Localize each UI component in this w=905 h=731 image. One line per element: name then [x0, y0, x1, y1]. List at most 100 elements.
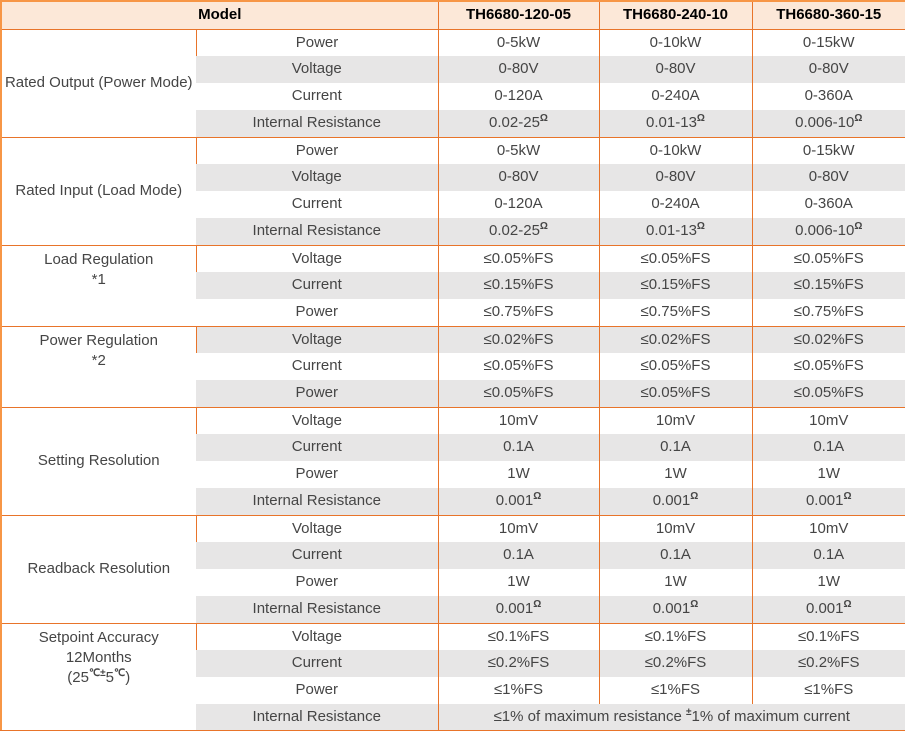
value-cell: 0.02-25Ω: [437, 110, 599, 137]
value-cell: 0.006-10Ω: [751, 110, 905, 137]
value-cell: 10mV: [437, 514, 599, 542]
param-cell: Voltage: [195, 325, 438, 353]
value-cell: ≤0.2%FS: [437, 650, 599, 677]
value-cell: 0-240A: [598, 191, 752, 218]
model-column-header-3: TH6680-360-15: [751, 1, 905, 30]
param-cell: Voltage: [196, 56, 438, 83]
value-cell: ≤0.1%FS: [437, 622, 599, 650]
table-row: Setpoint Accuracy 12Months (25℃±5℃) Volta…: [1, 622, 905, 731]
value-cell: 10mV: [751, 406, 905, 434]
spec-table-body: Rated Output (Power Mode) Power 0-5kW 0-10k…: [1, 28, 905, 731]
group-label-cell: Setpoint Accuracy 12Months (25℃±5℃): [1, 622, 196, 731]
table-row: Rated Input (Load Mode) Power 0-5kW 0-10kW 0…: [1, 136, 905, 245]
value-cell: ≤0.05%FS: [598, 353, 752, 380]
table-row: Current 0.1A 0.1A 0.1A: [1, 542, 905, 569]
value-cell: ≤0.05%FS: [598, 380, 752, 407]
table-row: Current 0.1A 0.1A 0.1A: [1, 434, 905, 461]
value-cell: ≤0.2%FS: [751, 650, 905, 677]
value-cell: 1W: [751, 461, 905, 488]
model-column-header-1: TH6680-120-05: [437, 1, 599, 30]
table-row: Current ≤0.15%FS ≤0.15%FS ≤0.15%FS: [1, 272, 905, 299]
value-cell: ≤0.05%FS: [751, 380, 905, 407]
param-cell: Current: [291, 195, 342, 213]
param-cell: Current: [291, 87, 342, 105]
param-cell: Current: [196, 542, 438, 569]
param-cell: Voltage: [195, 244, 438, 272]
param-cell: Voltage: [196, 164, 438, 191]
param-cell: Power: [295, 681, 339, 699]
value-cell: ≤0.15%FS: [598, 272, 752, 299]
param-cell: Voltage: [195, 406, 438, 434]
table-row: Rated Output (Power Mode) Power 0-5kW 0-10k…: [1, 28, 905, 137]
group-label-cell: Load Regulation *1: [1, 244, 196, 326]
value-cell: ≤0.02%FS: [751, 325, 905, 353]
value-cell: 1W: [437, 569, 599, 596]
value-cell: 0.1A: [437, 542, 599, 569]
value-cell: ≤0.05%FS: [751, 244, 905, 272]
value-cell: 0-15kW: [751, 136, 905, 164]
value-cell: ≤0.1%FS: [751, 622, 905, 650]
param-cell: Power: [295, 465, 339, 483]
param-cell: Current: [196, 272, 438, 299]
param-cell: Internal Resistance: [196, 704, 438, 731]
value-cell: ≤0.2%FS: [598, 650, 752, 677]
param-cell: Current: [291, 357, 342, 375]
group-label-cell: Rated Output (Power Mode): [1, 28, 196, 137]
value-cell: 0.001Ω: [751, 488, 905, 515]
value-cell: 0.1A: [751, 434, 905, 461]
table-row: Internal Resistance 0.001Ω 0.001Ω 0.001Ω: [1, 596, 905, 623]
table-row: Readback Resolution Voltage 10mV 10mV 10mV: [1, 514, 905, 623]
table-row: Current ≤0.2%FS ≤0.2%FS ≤0.2%FS: [1, 650, 905, 677]
param-cell: Power: [196, 380, 438, 407]
value-cell: 0.001Ω: [598, 488, 752, 515]
value-cell: 0-240A: [598, 83, 752, 110]
value-cell: 0.001Ω: [437, 488, 599, 515]
param-cell: Power: [295, 303, 339, 321]
param-cell: Internal Resistance: [196, 596, 438, 623]
value-cell: 0.001Ω: [598, 596, 752, 623]
table-row: Power 1W 1W 1W: [1, 569, 905, 596]
param-cell: Internal Resistance: [196, 218, 438, 245]
param-cell: Current: [196, 650, 438, 677]
value-cell: ≤1%FS: [598, 677, 752, 704]
value-cell: 0-80V: [437, 164, 599, 191]
value-cell: ≤0.1%FS: [598, 622, 752, 650]
value-cell: 1W: [437, 461, 599, 488]
value-cell: ≤1%FS: [437, 677, 599, 704]
value-cell: 0.1A: [437, 434, 599, 461]
header-row: Model TH6680-120-05 TH6680-240-10 TH6680…: [1, 1, 905, 30]
value-cell: 0.006-10Ω: [751, 218, 905, 245]
value-cell: ≤0.15%FS: [751, 272, 905, 299]
table-row: Load Regulation *1 Voltage ≤0.05%FS ≤0.05%F…: [1, 244, 905, 326]
table-row: Internal Resistance ≤1% of maximum resist…: [1, 704, 905, 731]
value-cell: 10mV: [598, 406, 752, 434]
table-row: Setting Resolution Voltage 10mV 10mV 10mV: [1, 406, 905, 515]
value-cell-span: ≤1% of maximum resistance ±1% of maximum…: [437, 704, 905, 731]
value-cell: 0-5kW: [437, 28, 599, 56]
param-cell: Voltage: [195, 622, 438, 650]
value-cell: 0-80V: [751, 164, 905, 191]
group-label-cell: Rated Input (Load Mode): [1, 136, 196, 245]
value-cell: 0.1A: [598, 434, 752, 461]
value-cell: 0-80V: [437, 56, 599, 83]
value-cell: ≤0.05%FS: [437, 353, 599, 380]
value-cell: 0-120A: [437, 191, 599, 218]
table-row: Power ≤0.75%FS ≤0.75%FS ≤0.75%FS: [1, 299, 905, 326]
value-cell: 1W: [598, 461, 752, 488]
value-cell: 0-120A: [437, 83, 599, 110]
model-column-header-2: TH6680-240-10: [598, 1, 752, 30]
value-cell: 10mV: [751, 514, 905, 542]
group-label-cell: Readback Resolution: [1, 514, 196, 623]
value-cell: ≤0.05%FS: [751, 353, 905, 380]
param-cell: Power: [195, 28, 438, 56]
value-cell: ≤0.75%FS: [751, 299, 905, 326]
param-cell: Internal Resistance: [196, 110, 438, 137]
value-cell: 10mV: [437, 406, 599, 434]
value-cell: ≤0.15%FS: [437, 272, 599, 299]
value-cell: 0-80V: [598, 56, 752, 83]
value-cell: 0.001Ω: [751, 596, 905, 623]
value-cell: 0-80V: [751, 56, 905, 83]
value-cell: ≤0.05%FS: [437, 380, 599, 407]
